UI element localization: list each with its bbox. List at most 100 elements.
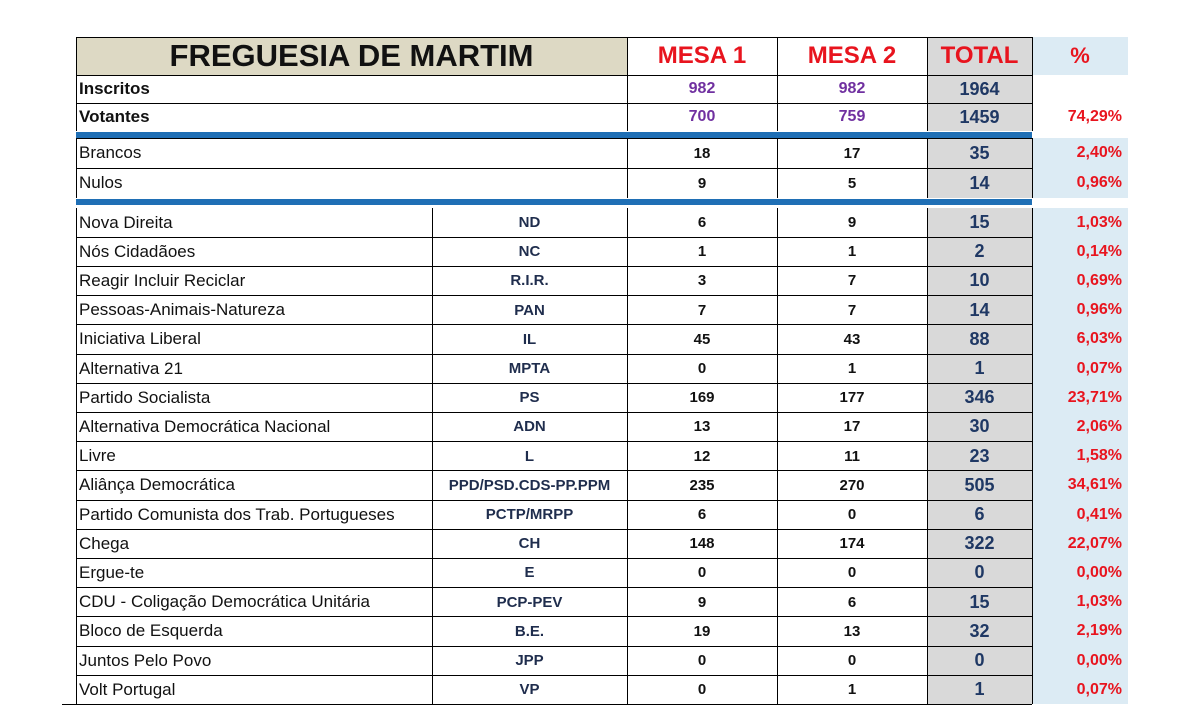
party-abbreviation: PCTP/MRPP [485,506,574,524]
party-mesa1: 45 [693,330,711,348]
party-total: 14 [927,295,1032,325]
header-mesa2: MESA 2 [807,42,897,69]
party-mesa1: 19 [693,622,711,640]
section-divider [76,132,1032,138]
grid-line [776,37,778,131]
grid-line [76,557,1032,559]
party-name: Alternativa 21 [79,358,183,378]
summary-total: 1459 [927,103,1032,131]
party-abbreviation: R.I.R. [510,272,549,290]
party-name: Bloco de Esquerda [79,621,223,641]
party-percent: 0,69% [1032,266,1128,296]
party-name: Aliânça Democrática [79,475,235,495]
grid-line [76,674,1032,676]
grid-line [76,324,1032,326]
header-mesa1: MESA 1 [657,42,747,69]
party-abbreviation: ADN [513,418,546,436]
party-mesa2: 13 [843,622,861,640]
party-mesa1: 0 [697,652,707,670]
party-mesa2: 9 [847,214,857,232]
party-total: 1 [927,675,1032,705]
party-percent: 0,00% [1032,646,1128,676]
party-abbreviation: JPP [515,652,544,670]
party-mesa1: 12 [693,447,711,465]
summary-label: Votantes [79,107,150,126]
party-abbreviation: ND [518,214,541,232]
party-total: 30 [927,412,1032,442]
party-total: 322 [927,529,1032,559]
party-total: 15 [927,208,1032,238]
grid-line [76,236,1032,238]
summary-mesa2: 982 [838,80,866,97]
grid-line [76,36,1032,38]
grid-line [1031,37,1033,131]
party-percent: 34,61% [1032,470,1128,500]
blank-null-label: Brancos [79,143,142,162]
grid-line [75,208,77,705]
party-total: 10 [927,266,1032,296]
grid-line [626,37,628,131]
section-divider [76,199,1032,205]
party-percent: 6,03% [1032,324,1128,354]
party-mesa1: 1 [697,243,707,261]
party-percent: 0,00% [1032,558,1128,588]
party-mesa1: 169 [689,389,715,407]
party-mesa2: 1 [847,243,857,261]
party-name: Ergue-te [79,562,145,582]
grid-line [76,353,1032,355]
grid-line [1031,208,1033,705]
party-abbreviation: PS [519,389,540,407]
blank-null-mesa1: 9 [697,174,707,192]
party-mesa1: 0 [697,564,707,582]
sheet-title: FREGUESIA DE MARTIM [76,37,627,75]
party-abbreviation: L [524,447,535,465]
summary-mesa2: 759 [838,108,866,125]
party-mesa1: 0 [697,681,707,699]
party-mesa2: 11 [844,447,860,465]
grid-line [76,441,1032,443]
party-percent: 22,07% [1032,529,1128,559]
grid-line [76,616,1032,618]
party-mesa2: 7 [847,272,857,290]
party-mesa1: 0 [697,360,707,378]
party-total: 88 [927,324,1032,354]
blank-null-mesa2: 17 [843,144,861,162]
party-mesa2: 7 [847,301,857,319]
party-mesa1: 13 [693,418,711,436]
blank-null-total: 14 [927,168,1032,198]
header-percent: % [1032,37,1128,75]
blank-null-label: Nulos [79,173,123,192]
party-total: 2 [927,237,1032,267]
grid-line [62,703,1032,705]
party-mesa2: 270 [839,476,865,494]
party-abbreviation: E [524,564,535,582]
party-mesa1: 235 [689,476,715,494]
grid-line [926,37,928,131]
grid-line [926,138,928,198]
party-total: 15 [927,587,1032,617]
grid-line [776,138,778,198]
grid-line [926,208,928,705]
grid-line [431,208,433,705]
party-mesa1: 7 [697,301,707,319]
party-name: Partido Socialista [79,387,211,407]
party-percent: 0,07% [1032,354,1128,384]
grid-line [76,587,1032,589]
party-total: 32 [927,616,1032,646]
summary-total: 1964 [927,75,1032,103]
party-total: 505 [927,470,1032,500]
grid-line [76,102,1032,104]
party-abbreviation: MPTA [508,360,551,378]
party-mesa1: 6 [697,214,707,232]
party-percent: 23,71% [1032,383,1128,413]
blank-null-mesa2: 5 [847,174,857,192]
party-mesa2: 0 [847,506,857,524]
party-percent: 0,07% [1032,675,1128,705]
grid-line [76,137,1032,139]
party-name: Nova Direita [79,212,173,232]
grid-line [75,138,77,198]
party-mesa2: 43 [843,330,861,348]
grid-line [76,74,1032,76]
party-total: 346 [927,383,1032,413]
party-percent: 1,03% [1032,587,1128,617]
